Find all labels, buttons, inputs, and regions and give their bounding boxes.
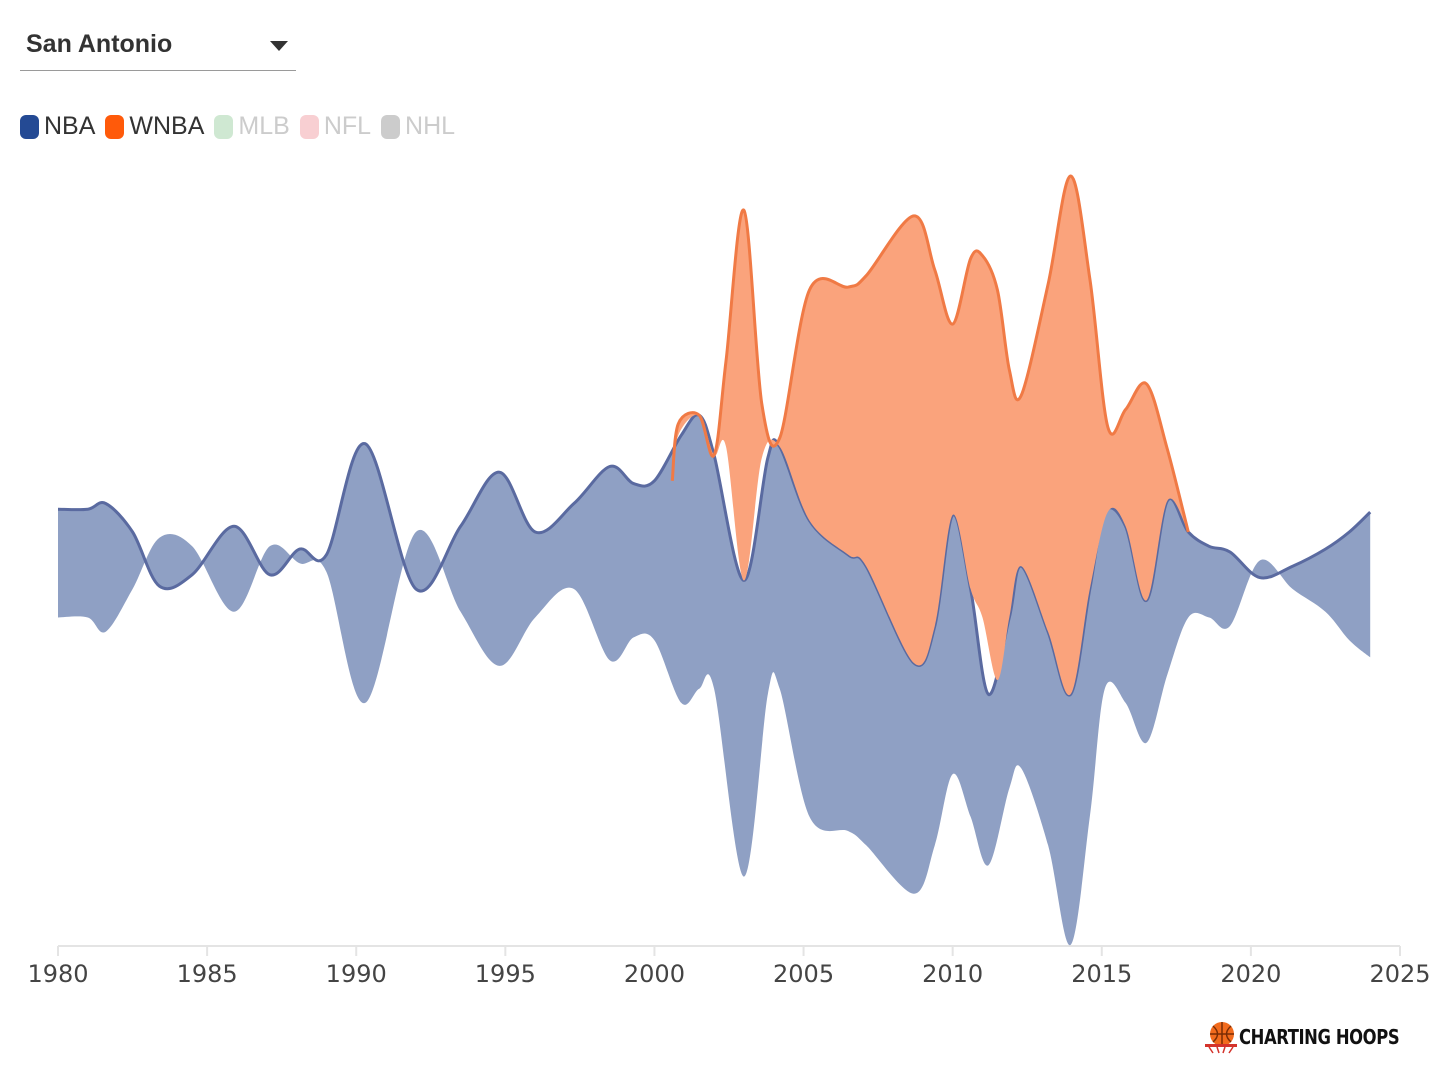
legend-label: NFL: [323, 112, 372, 140]
nba-stream-area[interactable]: [58, 414, 1371, 946]
x-tick-label: 2005: [773, 960, 834, 988]
x-tick-label: 2010: [922, 960, 983, 988]
legend-item-wnba[interactable]: WNBA: [105, 112, 204, 141]
x-tick-label: 2025: [1369, 960, 1430, 988]
brand-text: CHARTING HOOPS: [1238, 1025, 1400, 1049]
x-tick-label: 1990: [326, 960, 387, 988]
x-tick-label: 1980: [27, 960, 88, 988]
x-tick-label: 1995: [475, 960, 536, 988]
chevron-down-icon: [270, 41, 288, 51]
legend-swatch: [214, 114, 234, 139]
city-dropdown[interactable]: San Antonio: [20, 22, 296, 71]
x-tick-label: 2020: [1220, 960, 1281, 988]
brand-logo: CHARTING HOOPS: [1203, 1020, 1434, 1054]
legend-label: MLB: [238, 112, 290, 140]
basketball-hoop-icon: [1204, 1022, 1237, 1054]
legend: NBA WNBA MLB NFL NHL: [20, 112, 465, 141]
wnba-stream-area[interactable]: [672, 175, 1189, 696]
legend-swatch: [20, 114, 39, 139]
legend-label: NHL: [405, 112, 456, 140]
x-tick-label: 2000: [624, 960, 685, 988]
legend-item-nba[interactable]: NBA: [20, 112, 95, 141]
legend-item-nhl[interactable]: NHL: [381, 112, 455, 141]
legend-item-nfl[interactable]: NFL: [299, 112, 372, 141]
x-tick-label: 2015: [1071, 960, 1132, 988]
city-dropdown-value: San Antonio: [26, 30, 173, 58]
legend-label: NBA: [44, 112, 96, 140]
legend-swatch: [105, 114, 125, 139]
legend-swatch: [299, 114, 319, 139]
wnba-stream-top-line: [670, 174, 1190, 533]
legend-swatch: [381, 114, 401, 139]
x-tick-label: 1985: [177, 960, 238, 988]
legend-label: WNBA: [129, 112, 205, 140]
legend-item-mlb[interactable]: MLB: [214, 112, 290, 141]
